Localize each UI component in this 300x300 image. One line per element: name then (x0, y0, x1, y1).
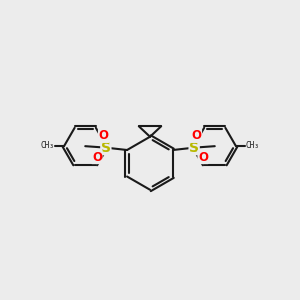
Text: O: O (198, 151, 208, 164)
Text: S: S (189, 141, 199, 154)
Text: O: O (92, 151, 102, 164)
Text: O: O (98, 129, 109, 142)
Text: CH₃: CH₃ (40, 141, 54, 150)
Text: O: O (191, 129, 202, 142)
Text: S: S (101, 141, 111, 154)
Text: CH₃: CH₃ (246, 141, 260, 150)
